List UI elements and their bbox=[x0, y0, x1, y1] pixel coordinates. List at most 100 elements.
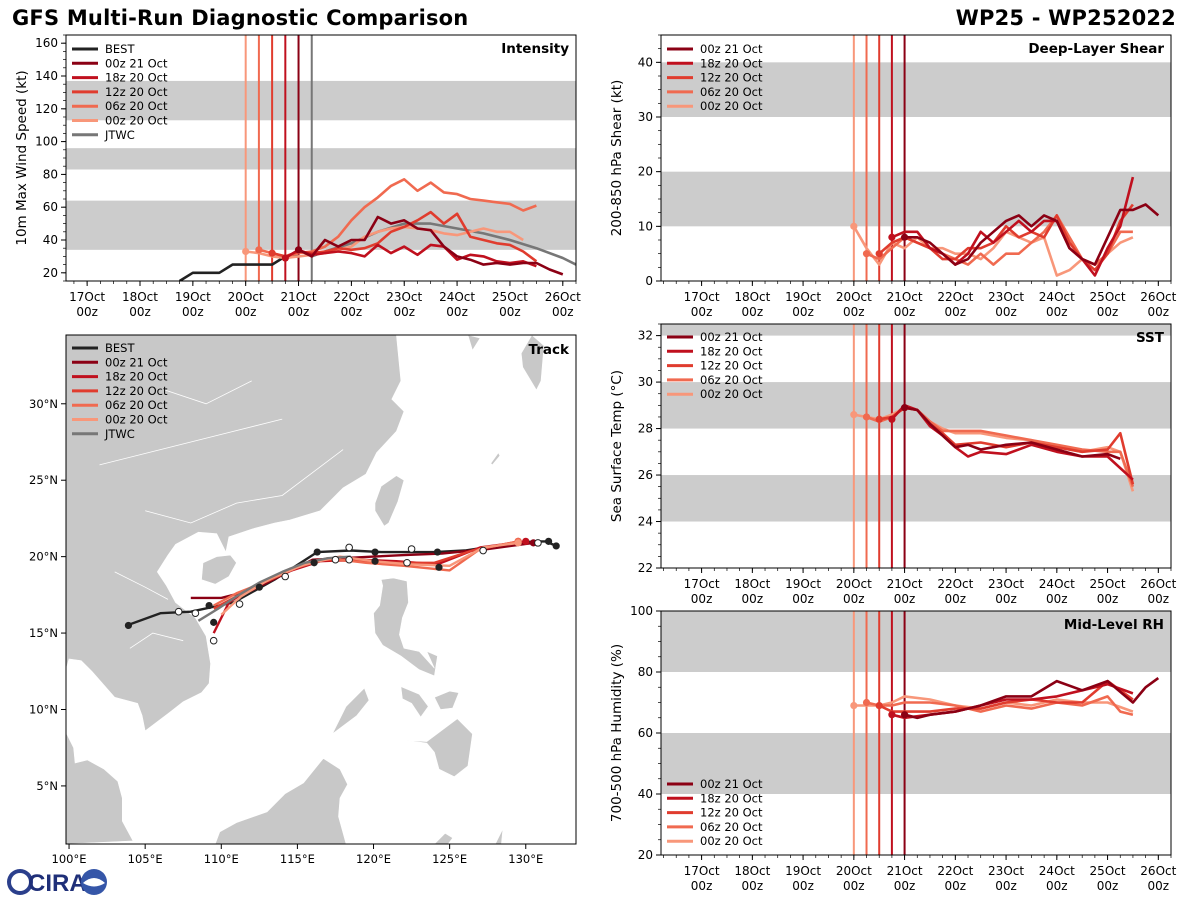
track-open-point bbox=[534, 539, 542, 547]
lat-tick-label: 15°N bbox=[29, 626, 58, 640]
land-mass bbox=[66, 732, 134, 844]
legend-label: JTWC bbox=[104, 427, 135, 441]
x-tick-label: 20Oct bbox=[836, 864, 872, 878]
y-tick-label: 30 bbox=[638, 110, 653, 124]
y-axis-label: 10m Max Wind Speed (kt) bbox=[14, 70, 30, 245]
x-tick-sublabel: 00z bbox=[843, 305, 865, 319]
y-tick-label: 30 bbox=[638, 375, 653, 389]
map-border bbox=[160, 380, 252, 405]
y-tick-label: 22 bbox=[638, 561, 653, 575]
plot-area bbox=[66, 35, 576, 281]
map-border bbox=[99, 418, 283, 466]
y-tick-label: 32 bbox=[638, 329, 653, 343]
x-tick-label: 20Oct bbox=[836, 290, 872, 304]
land-mass bbox=[403, 718, 473, 778]
x-tick-label: 23Oct bbox=[988, 290, 1024, 304]
legend-label: 00z 21 Oct bbox=[105, 56, 168, 70]
series-line bbox=[904, 677, 1160, 720]
axes-frame bbox=[660, 323, 1172, 569]
land-mass bbox=[66, 335, 405, 732]
land-mass bbox=[400, 686, 429, 718]
legend-label: 00z 21 Oct bbox=[700, 777, 763, 791]
x-tick-label: 19Oct bbox=[785, 577, 821, 591]
y-tick-label: 80 bbox=[638, 665, 653, 679]
best-track-point bbox=[313, 548, 321, 556]
x-tick-sublabel: 00z bbox=[1046, 879, 1068, 893]
x-tick-label: 20Oct bbox=[228, 290, 264, 304]
x-tick-sublabel: 00z bbox=[691, 879, 713, 893]
x-tick-sublabel: 00z bbox=[1097, 305, 1119, 319]
panel-sst: 22242628303217Oct00z18Oct00z19Oct00z20Oc… bbox=[609, 323, 1177, 606]
plot-area bbox=[661, 324, 1171, 568]
x-tick-label: 23Oct bbox=[988, 864, 1024, 878]
best-track-point bbox=[310, 559, 318, 567]
legend-label: 06z 20 Oct bbox=[105, 398, 168, 412]
land-mass bbox=[467, 335, 481, 352]
x-tick-sublabel: 00z bbox=[843, 592, 865, 606]
track-open-point bbox=[345, 555, 353, 564]
init-marker bbox=[850, 411, 858, 419]
track-line bbox=[197, 555, 351, 622]
x-tick-sublabel: 00z bbox=[742, 305, 764, 319]
init-marker bbox=[888, 415, 896, 423]
best-track-point bbox=[124, 621, 133, 630]
init-marker bbox=[862, 413, 871, 421]
plot-area bbox=[661, 611, 1171, 855]
init-marker bbox=[875, 250, 883, 258]
x-tick-label: 23Oct bbox=[386, 290, 422, 304]
x-tick-label: 17Oct bbox=[684, 864, 720, 878]
shaded-band bbox=[66, 148, 576, 170]
x-tick-sublabel: 00z bbox=[945, 592, 967, 606]
x-tick-sublabel: 00z bbox=[691, 305, 713, 319]
track-open-point bbox=[403, 558, 411, 567]
x-tick-sublabel: 00z bbox=[499, 305, 521, 319]
legend-label: 12z 20 Oct bbox=[105, 384, 168, 398]
legend-label: 00z 21 Oct bbox=[700, 330, 763, 344]
x-tick-sublabel: 00z bbox=[792, 305, 814, 319]
series-line bbox=[878, 203, 1134, 272]
land-mass bbox=[520, 335, 545, 391]
cira-logo: CIRA bbox=[7, 869, 107, 897]
x-tick-label: 26Oct bbox=[1140, 577, 1176, 591]
panel-track: 100°E 105°E 110°E 115°E 120°E 125°E 130°E 5°N 10… bbox=[29, 334, 577, 866]
lat-tick-label: 30°N bbox=[29, 397, 58, 411]
x-tick-label: 22Oct bbox=[937, 864, 973, 878]
lat-tick-label: 25°N bbox=[29, 473, 58, 487]
x-tick-label: 25Oct bbox=[1090, 864, 1126, 878]
legend-label: 06z 20 Oct bbox=[700, 85, 763, 99]
land-mass bbox=[490, 452, 501, 466]
series-line bbox=[904, 406, 1121, 461]
x-tick-label: 22Oct bbox=[937, 290, 973, 304]
x-tick-sublabel: 00z bbox=[1046, 305, 1068, 319]
x-tick-label: 20Oct bbox=[836, 577, 872, 591]
init-marker bbox=[281, 254, 289, 262]
legend-label: 18z 20 Oct bbox=[700, 791, 763, 805]
init-marker bbox=[255, 246, 263, 254]
legend-label: 00z 20 Oct bbox=[700, 834, 763, 848]
track-open-point bbox=[407, 545, 416, 553]
x-tick-label: 26Oct bbox=[545, 290, 581, 304]
panel-title: SST bbox=[1136, 330, 1165, 346]
x-tick-label: 22Oct bbox=[937, 577, 973, 591]
x-tick-sublabel: 00z bbox=[235, 305, 257, 319]
lon-tick-label: 125°E bbox=[432, 852, 467, 866]
y-tick-label: 24 bbox=[638, 515, 653, 529]
y-axis-label: 700-500 hPa Humidity (%) bbox=[609, 644, 625, 822]
x-tick-sublabel: 00z bbox=[742, 879, 764, 893]
series-line bbox=[866, 695, 1134, 716]
series-line bbox=[178, 255, 299, 281]
y-tick-label: 60 bbox=[43, 200, 58, 214]
y-tick-label: 160 bbox=[35, 36, 58, 50]
x-tick-sublabel: 00z bbox=[742, 592, 764, 606]
y-tick-label: 80 bbox=[43, 167, 58, 181]
x-tick-sublabel: 00z bbox=[182, 305, 204, 319]
init-marker bbox=[268, 249, 276, 257]
lon-tick-label: 120°E bbox=[356, 852, 391, 866]
track-open-point bbox=[191, 609, 200, 617]
x-tick-sublabel: 00z bbox=[1046, 592, 1068, 606]
legend-label: 12z 20 Oct bbox=[700, 71, 763, 85]
y-tick-label: 0 bbox=[645, 274, 653, 288]
legend-label: 00z 21 Oct bbox=[105, 355, 168, 369]
series-line bbox=[245, 225, 524, 260]
panel-shear: 01020304017Oct00z18Oct00z19Oct00z20Oct00… bbox=[609, 34, 1177, 319]
